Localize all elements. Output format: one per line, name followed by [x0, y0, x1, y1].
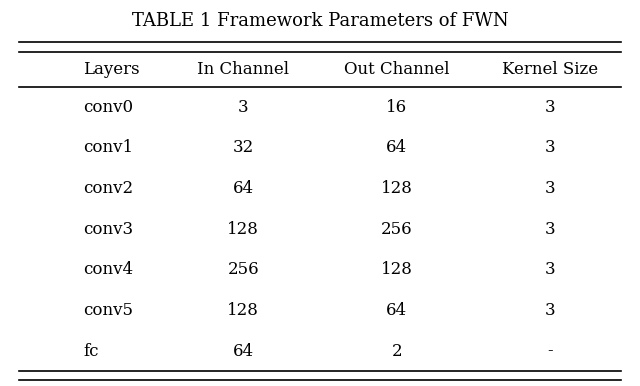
Text: 3: 3: [545, 261, 556, 278]
Text: 3: 3: [545, 99, 556, 116]
Text: 256: 256: [381, 220, 413, 238]
Text: 2: 2: [392, 342, 402, 359]
Text: conv4: conv4: [83, 261, 133, 278]
Text: conv3: conv3: [83, 220, 133, 238]
Text: 64: 64: [386, 139, 408, 156]
Text: conv0: conv0: [83, 99, 133, 116]
Text: conv1: conv1: [83, 139, 133, 156]
Text: 256: 256: [227, 261, 259, 278]
Text: 32: 32: [232, 139, 254, 156]
Text: 128: 128: [381, 261, 413, 278]
Text: Layers: Layers: [83, 61, 140, 78]
Text: In Channel: In Channel: [197, 61, 289, 78]
Text: 3: 3: [545, 220, 556, 238]
Text: 64: 64: [232, 180, 254, 197]
Text: 64: 64: [386, 302, 408, 319]
Text: 128: 128: [227, 220, 259, 238]
Text: conv2: conv2: [83, 180, 133, 197]
Text: 64: 64: [232, 342, 254, 359]
Text: 3: 3: [545, 139, 556, 156]
Text: conv5: conv5: [83, 302, 133, 319]
Text: 3: 3: [545, 302, 556, 319]
Text: 3: 3: [545, 180, 556, 197]
Text: -: -: [548, 342, 553, 359]
Text: Out Channel: Out Channel: [344, 61, 449, 78]
Text: 128: 128: [381, 180, 413, 197]
Text: 128: 128: [227, 302, 259, 319]
Text: Kernel Size: Kernel Size: [502, 61, 598, 78]
Text: 3: 3: [238, 99, 248, 116]
Text: fc: fc: [83, 342, 99, 359]
Text: TABLE 1 Framework Parameters of FWN: TABLE 1 Framework Parameters of FWN: [132, 12, 508, 30]
Text: 16: 16: [386, 99, 408, 116]
